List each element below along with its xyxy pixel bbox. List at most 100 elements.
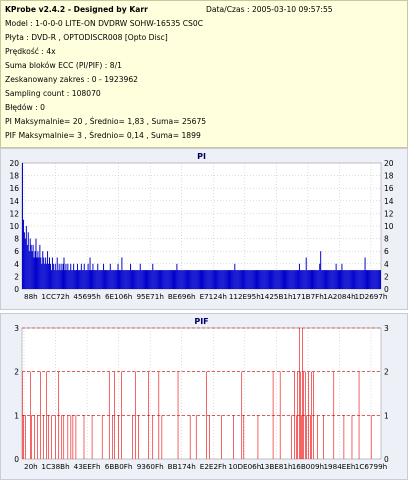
bar xyxy=(272,270,274,289)
bar xyxy=(351,415,353,459)
bar xyxy=(159,270,161,289)
bar xyxy=(39,244,41,289)
y-tick-label: 16 xyxy=(9,184,19,193)
bar xyxy=(118,270,120,289)
bar xyxy=(46,263,48,289)
bar xyxy=(43,257,45,289)
bar xyxy=(353,270,355,289)
bar xyxy=(27,232,29,289)
x-tick-label: 10DE06h xyxy=(228,462,261,471)
bar xyxy=(93,270,95,289)
bar xyxy=(121,371,122,459)
bar xyxy=(52,263,54,289)
bar xyxy=(23,415,24,459)
x-tick-label: 43EEFh xyxy=(74,462,101,471)
bar xyxy=(288,270,290,289)
bar xyxy=(285,270,287,289)
x-tick-label: E7124h xyxy=(200,292,227,301)
bar xyxy=(46,371,47,459)
bar xyxy=(204,270,206,289)
bar xyxy=(229,270,231,289)
bar xyxy=(117,263,119,289)
bar xyxy=(236,270,238,289)
bar xyxy=(50,270,52,289)
bar xyxy=(106,270,108,289)
bar xyxy=(217,270,219,289)
bar xyxy=(84,270,86,289)
pif-chart-panel: PIF 0 0 1 1 2 2 3 3 20h 1C38Bh 43EEFh 6BB0Fh 9360Fh BB… xyxy=(0,313,408,480)
bar xyxy=(298,270,299,289)
bar xyxy=(306,415,307,459)
bar xyxy=(22,163,23,289)
y-tick-label-right: 8 xyxy=(384,235,389,244)
bar xyxy=(284,270,286,289)
bar xyxy=(299,270,301,289)
bar xyxy=(294,270,296,289)
bar xyxy=(295,270,297,289)
bar xyxy=(198,270,200,289)
bar xyxy=(200,270,202,289)
bar xyxy=(76,270,78,289)
bar xyxy=(375,270,377,289)
x-tick-label: 1984EEh xyxy=(323,462,355,471)
bar xyxy=(85,270,87,289)
bar xyxy=(178,270,180,289)
bar xyxy=(293,270,295,289)
bar xyxy=(150,270,152,289)
x-tick-label: 1C38Bh xyxy=(41,462,69,471)
bar xyxy=(187,270,189,289)
bar xyxy=(130,263,132,289)
bar xyxy=(369,270,371,289)
bar xyxy=(22,219,24,289)
bar xyxy=(218,270,220,289)
bar xyxy=(210,270,212,289)
bar xyxy=(342,270,344,289)
bar xyxy=(124,270,126,289)
bar xyxy=(77,263,78,289)
bar xyxy=(310,415,311,459)
y-tick-label-right: 3 xyxy=(384,324,389,333)
bar xyxy=(67,415,69,459)
bar xyxy=(140,270,142,289)
bar xyxy=(309,270,311,289)
bar xyxy=(330,270,332,289)
bar xyxy=(86,270,88,289)
bar xyxy=(75,270,77,289)
bar xyxy=(172,270,174,289)
bar xyxy=(90,270,92,289)
bar xyxy=(192,270,194,289)
bar xyxy=(37,251,39,289)
y-tick-label-right: 16 xyxy=(384,184,394,193)
bar xyxy=(41,263,43,289)
bar xyxy=(216,270,218,289)
bar xyxy=(71,270,73,289)
bar xyxy=(135,371,136,459)
bar xyxy=(297,270,299,289)
y-tick-label: 10 xyxy=(9,222,19,231)
bar xyxy=(142,270,144,289)
bar xyxy=(256,270,258,289)
bar xyxy=(300,371,301,459)
bar xyxy=(177,270,179,289)
bar xyxy=(275,270,277,289)
pi-chart-title: PI xyxy=(197,152,206,161)
bar xyxy=(278,270,280,289)
bar xyxy=(51,415,52,459)
bar xyxy=(374,270,376,289)
bar xyxy=(360,270,362,289)
bar xyxy=(107,270,109,289)
bar xyxy=(104,270,106,289)
bar xyxy=(115,270,117,289)
bar xyxy=(202,270,204,289)
bar xyxy=(187,270,188,289)
bar xyxy=(152,263,154,289)
bar xyxy=(221,415,222,459)
bar xyxy=(356,270,358,289)
bar xyxy=(253,270,255,289)
y-tick-label-right: 12 xyxy=(384,209,394,218)
bar xyxy=(37,415,38,459)
bar xyxy=(247,270,249,289)
bar xyxy=(209,415,210,459)
bar xyxy=(49,263,51,289)
bar xyxy=(324,270,326,289)
